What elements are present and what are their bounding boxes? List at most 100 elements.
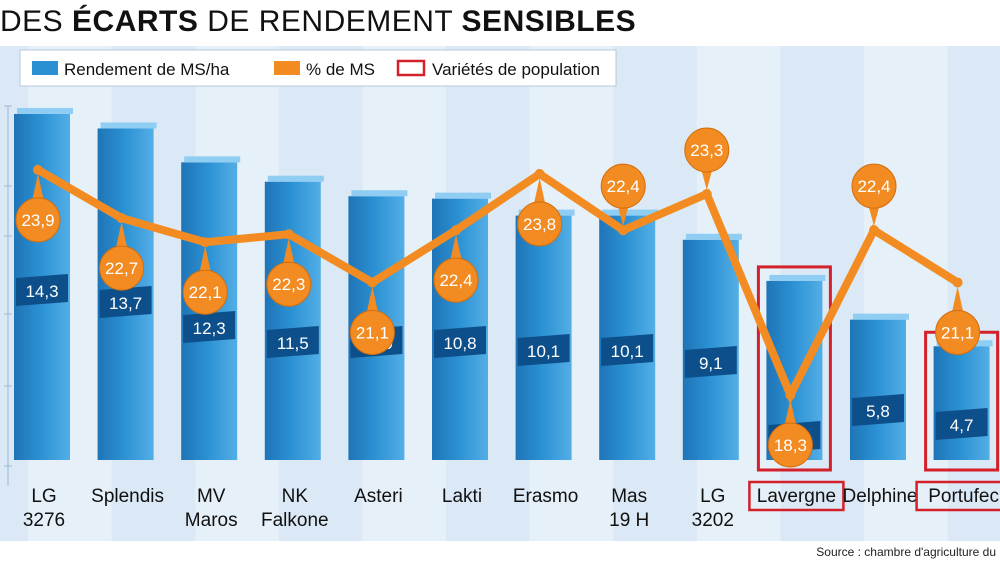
bar-value-label: 10,1 [611, 342, 644, 361]
line-point [618, 225, 629, 236]
line-point [701, 189, 712, 199]
bar-value-box [601, 334, 654, 366]
category-label: Splendis [91, 486, 164, 507]
category-label: Falkone [261, 510, 329, 531]
bar-value-box [16, 274, 68, 306]
line-point [116, 213, 127, 224]
bar-top [602, 209, 659, 216]
bar-top [267, 175, 324, 182]
legend-box [19, 49, 617, 87]
line-value-bubble [684, 127, 730, 173]
bar-value-label: 9,1 [699, 354, 723, 373]
line-point [952, 277, 963, 288]
source-note: Source : chambre d'agriculture du [816, 545, 996, 559]
title-part-4: SENSIBLES [461, 5, 637, 38]
bar [264, 181, 321, 460]
category-label: Lavergne [757, 486, 836, 507]
legend-swatch-line [274, 61, 300, 75]
column-stripe [864, 46, 948, 541]
line-value-bubble [182, 269, 228, 315]
title-part-1: DES [0, 5, 64, 38]
category-highlight [915, 480, 1000, 512]
bar-top [100, 122, 157, 129]
bar-value-label: 14,3 [25, 282, 58, 301]
bar-value-box [183, 311, 236, 343]
category-label: MV [197, 486, 226, 507]
bar-top [351, 190, 408, 197]
category-label: 19 H [609, 510, 649, 531]
bar-top [685, 233, 742, 240]
legend-label: Rendement de MS/ha [64, 60, 230, 79]
legend-label: % de MS [306, 60, 375, 79]
line-value-label: 22,1 [189, 283, 222, 302]
category-label: Mas [611, 486, 647, 507]
bar-top [184, 156, 241, 163]
bar-value-box [99, 286, 152, 318]
bar [850, 319, 906, 460]
line-value-label: 23,8 [523, 215, 556, 234]
line-value-label: 22,4 [607, 177, 640, 196]
bar-top [435, 192, 491, 199]
bar-value-box [517, 334, 570, 366]
line-value-bubble [767, 422, 813, 468]
line-series [36, 166, 960, 405]
line-point [869, 225, 879, 236]
bar-value-label: 5,8 [866, 402, 890, 421]
category-label: LG [700, 486, 725, 507]
category-label: Delphine [843, 486, 918, 507]
bar-value-label: 13,7 [109, 294, 142, 313]
legend: Rendement de MS/ha % de MS Variétés de pop… [19, 49, 617, 87]
line-value-bubble [517, 201, 563, 247]
bar-value-box [434, 326, 486, 358]
bar-value-box [684, 346, 737, 378]
legend-swatch-bar [32, 61, 58, 75]
category-label: Maros [185, 510, 238, 531]
category-label: 3276 [23, 510, 65, 531]
line-value-label: 22,4 [439, 271, 472, 290]
bar-top [17, 107, 73, 114]
line-point [33, 164, 43, 175]
legend-label: Variétés de population [432, 60, 600, 79]
line-value-label: 21,1 [356, 323, 389, 342]
bar-value-label: 12,3 [193, 319, 226, 338]
category-label: 3202 [692, 510, 734, 531]
line-value-bubble [15, 197, 61, 243]
line-point [451, 225, 461, 236]
title-part-2: ÉCARTS [72, 5, 199, 38]
bar-value-label: 10,8 [443, 334, 476, 353]
line-point [200, 237, 211, 248]
category-highlight [748, 480, 845, 512]
bar-top [853, 313, 909, 320]
line-value-label: 23,9 [21, 211, 54, 230]
chart-svg: 14,313,712,311,510,910,810,110,19,17,45,… [4, 46, 1000, 541]
legend-swatch-population [396, 59, 426, 77]
line-value-label: 22,7 [105, 259, 138, 278]
line-value-label: 23,3 [690, 141, 723, 160]
category-label: NK [282, 486, 309, 507]
line-point [283, 229, 294, 240]
line-value-label: 21,1 [941, 323, 974, 342]
bar-value-box [266, 326, 319, 358]
bar [933, 346, 990, 460]
bar-value-box [852, 394, 904, 426]
category-label: LG [31, 486, 56, 507]
line-value-bubble [266, 261, 312, 307]
chart-title: DES ÉCARTS DE RENDEMENT SENSIBLES [0, 2, 636, 42]
category-label: Erasmo [513, 486, 578, 507]
line-value-bubble [433, 257, 479, 303]
category-label: Lakti [442, 486, 482, 507]
line-value-label: 18,3 [774, 436, 807, 455]
line-value-bubble [349, 309, 395, 355]
title-part-3: DE RENDEMENT [207, 5, 453, 38]
chart-panel: 14,313,712,311,510,910,810,110,19,17,45,… [0, 46, 1000, 541]
line-value-bubble [851, 163, 897, 209]
bar-value-box [935, 408, 988, 440]
line-value-label: 22,3 [272, 275, 305, 294]
bar-value-label: 11,5 [277, 334, 309, 353]
line-point [367, 277, 378, 288]
bar-top [769, 274, 826, 281]
population-highlight [756, 265, 832, 472]
line-value-bubble [600, 163, 646, 209]
line-point [785, 390, 796, 400]
bar-value-label: 10,1 [527, 342, 560, 361]
